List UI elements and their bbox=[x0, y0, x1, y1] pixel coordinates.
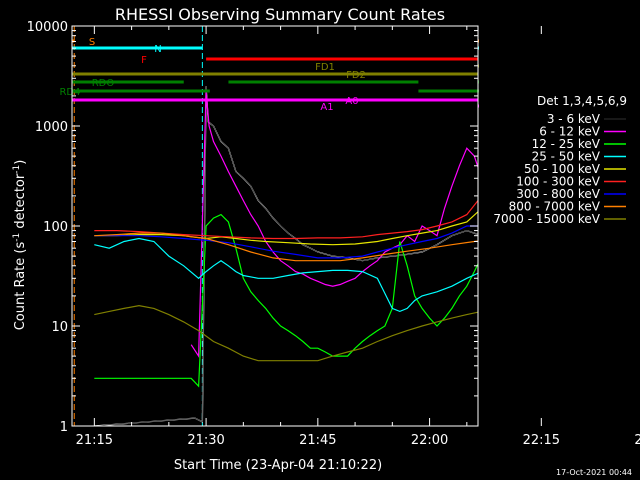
state-bar-rdo-0 bbox=[72, 80, 184, 84]
state-flag-n: N bbox=[154, 44, 161, 55]
series-line-6 bbox=[94, 225, 478, 259]
series-line-7 bbox=[94, 232, 478, 262]
y-tick-label: 10 bbox=[51, 320, 68, 335]
x-tick-label: 21:30 bbox=[187, 433, 224, 448]
legend-label-0: 3 - 6 keV bbox=[547, 112, 601, 126]
x-tick-label: 21:15 bbox=[76, 433, 113, 448]
legend-label-3: 25 - 50 keV bbox=[532, 150, 601, 164]
state-flag-rd4: RD4 bbox=[59, 87, 80, 98]
series-line-8 bbox=[94, 304, 478, 362]
state-flag-fd2: FD2 bbox=[346, 70, 366, 81]
state-bar-fd2-0 bbox=[72, 72, 478, 76]
legend-label-7: 800 - 7000 keV bbox=[509, 200, 601, 214]
y-tick-label: 1 bbox=[60, 420, 68, 435]
state-flag-fd1: FD1 bbox=[315, 62, 335, 73]
state-bar-f-0 bbox=[206, 57, 478, 61]
generated-timestamp: 17-Oct-2021 00:44 bbox=[556, 468, 632, 477]
legend-label-2: 12 - 25 keV bbox=[532, 137, 601, 151]
legend-label-1: 6 - 12 keV bbox=[539, 125, 601, 139]
x-tick-label: 22:30 bbox=[634, 433, 640, 448]
legend-title: Det 1,3,4,5,6,9 bbox=[537, 94, 627, 108]
series-line-2 bbox=[94, 213, 478, 388]
legend-label-8: 7000 - 15000 keV bbox=[493, 212, 600, 226]
series-line-5 bbox=[94, 199, 478, 240]
x-axis-label: Start Time (23-Apr-04 21:10:22) bbox=[174, 458, 382, 473]
series-line-0-core bbox=[94, 86, 478, 426]
state-bar-a1-0 bbox=[72, 98, 478, 102]
state-flag-s: S bbox=[89, 37, 95, 48]
y-tick-label: 1000 bbox=[35, 120, 68, 135]
state-bar-rd4-1 bbox=[418, 89, 478, 93]
x-tick-label: 21:45 bbox=[299, 433, 336, 448]
legend-label-4: 50 - 100 keV bbox=[524, 162, 601, 176]
state-bar-rdo-1 bbox=[228, 80, 419, 84]
legend-label-5: 100 - 300 keV bbox=[516, 175, 600, 189]
state-bar-n-0 bbox=[72, 46, 203, 50]
x-tick-label: 22:15 bbox=[523, 433, 560, 448]
x-tick-label: 22:00 bbox=[411, 433, 448, 448]
state-flag-a0: A0 bbox=[345, 96, 358, 107]
y-tick-label: 10000 bbox=[27, 20, 68, 35]
legend-label-6: 300 - 800 keV bbox=[516, 187, 600, 201]
series-line-4 bbox=[94, 210, 478, 246]
state-flag-a1: A1 bbox=[320, 102, 333, 113]
series-line-3 bbox=[94, 237, 478, 313]
state-bar-rd4-0 bbox=[72, 89, 210, 93]
y-tick-label: 100 bbox=[43, 220, 68, 235]
chart-title: RHESSI Observing Summary Count Rates bbox=[115, 5, 445, 24]
state-flag-f: F bbox=[141, 55, 147, 66]
plot-frame bbox=[71, 25, 479, 427]
state-flag-rdo: RDO bbox=[92, 78, 115, 89]
y-axis-label: Count Rate (s-1 detector-1) bbox=[12, 160, 28, 331]
